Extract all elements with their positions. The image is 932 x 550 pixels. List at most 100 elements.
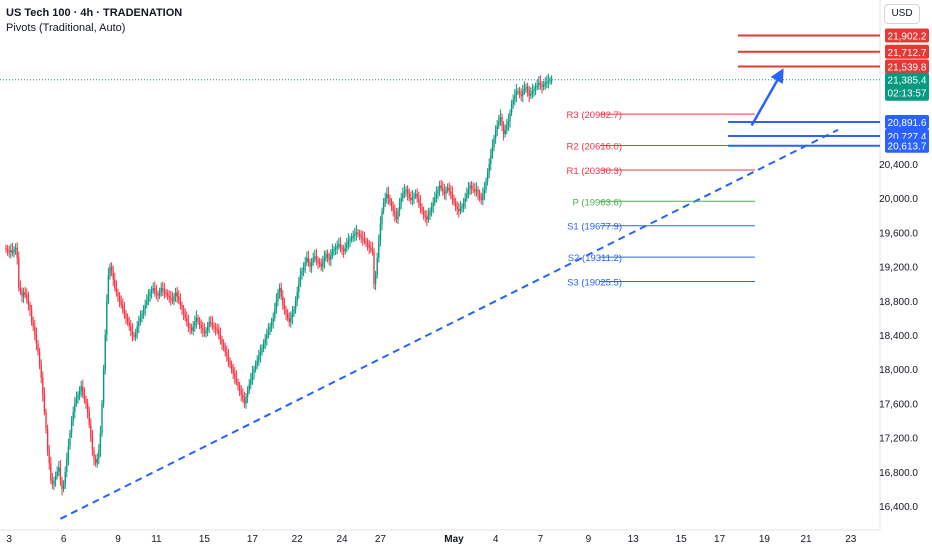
candle-body xyxy=(456,206,458,210)
candle-body xyxy=(94,458,97,464)
candle-body xyxy=(429,211,431,216)
candle-body xyxy=(224,347,226,353)
x-tick-label: 9 xyxy=(115,534,121,545)
candle-body xyxy=(309,262,311,267)
candle-body xyxy=(528,91,530,96)
candle-body xyxy=(362,237,364,240)
candle-body xyxy=(126,317,129,323)
candle-body xyxy=(210,322,212,324)
candle-body xyxy=(90,424,92,438)
candle-body xyxy=(117,292,119,297)
candle-body xyxy=(107,275,110,301)
candle-body xyxy=(440,185,442,188)
candle-body xyxy=(256,360,258,365)
pivot-label-r3: R3 (20982.7) xyxy=(567,110,622,121)
candle-body xyxy=(520,93,522,96)
candle-body xyxy=(322,262,324,267)
candle-body xyxy=(251,373,254,380)
support-label: 20,891.6 xyxy=(888,118,927,129)
candle-body xyxy=(250,379,252,385)
candle-body xyxy=(507,121,510,126)
candle-body xyxy=(485,181,487,190)
pivot-label-s1: S1 (19677.9) xyxy=(567,222,622,233)
candle-body xyxy=(458,209,460,212)
candle-body xyxy=(259,352,262,357)
candle-body xyxy=(42,377,44,395)
candle-body xyxy=(19,287,22,291)
candle-body xyxy=(280,287,282,297)
pivot-label-r1: R1 (20330.3) xyxy=(567,166,622,177)
x-tick-label: 22 xyxy=(292,534,304,545)
candle-body xyxy=(339,244,342,248)
candle-body xyxy=(331,251,334,256)
trendline[interactable] xyxy=(59,128,839,520)
candle-body xyxy=(427,215,430,220)
candle-body xyxy=(381,211,383,224)
pivot-label-s3: S3 (19025.5) xyxy=(567,278,622,289)
candle-body xyxy=(306,258,308,263)
candle-body xyxy=(374,275,377,284)
resistance-label-bg xyxy=(885,28,929,43)
candle-body xyxy=(278,287,281,293)
candle-body xyxy=(546,81,548,83)
y-tick-label: 18,800.0 xyxy=(879,297,918,308)
candle-body xyxy=(229,360,231,365)
candle-body xyxy=(200,324,202,329)
candle-body xyxy=(326,253,329,259)
candle-body xyxy=(314,256,316,259)
candle-body xyxy=(134,333,137,337)
candle-body xyxy=(98,450,100,459)
candle-body xyxy=(478,193,481,199)
candle-body xyxy=(526,87,529,92)
candle-body xyxy=(539,82,542,85)
candle-body xyxy=(488,164,490,173)
candle-body xyxy=(222,343,225,348)
candle-body xyxy=(272,317,274,323)
candle-body xyxy=(531,91,534,94)
candle-body xyxy=(30,309,33,323)
candle-body xyxy=(51,480,54,485)
candle-body xyxy=(125,313,127,318)
candle-body xyxy=(34,326,36,335)
candle-body xyxy=(187,322,190,327)
candle-body xyxy=(358,234,361,236)
candle-body xyxy=(317,259,319,263)
candle-body xyxy=(514,95,516,100)
candle-body xyxy=(211,323,214,326)
candle-body xyxy=(136,326,138,334)
candle-body xyxy=(443,191,446,194)
chart-title: US Tech 100 · 4h · TRADENATION xyxy=(6,7,183,19)
candle-body xyxy=(218,330,220,335)
candle-body xyxy=(453,198,455,203)
candle-body xyxy=(366,242,369,246)
candle-body xyxy=(298,283,300,293)
candle-body xyxy=(421,206,423,212)
currency-button[interactable]: USD xyxy=(884,4,920,24)
candle-body xyxy=(77,394,79,400)
candle-body xyxy=(261,347,263,353)
arrow-head[interactable] xyxy=(770,68,784,84)
projection-arrow[interactable] xyxy=(750,75,781,127)
candle-body xyxy=(534,87,537,89)
candle-body xyxy=(501,116,503,126)
candle-body xyxy=(435,193,438,199)
support-label: 20,613.7 xyxy=(888,142,927,153)
candle-body xyxy=(235,377,238,383)
candle-body xyxy=(109,266,111,276)
candle-body xyxy=(390,202,393,207)
candle-body xyxy=(277,292,279,301)
candle-body xyxy=(363,239,366,241)
candle-body xyxy=(203,330,206,334)
candle-body xyxy=(394,211,396,216)
candle-body xyxy=(504,129,506,135)
candle-body xyxy=(115,287,118,293)
candle-body xyxy=(158,292,161,296)
candle-body xyxy=(467,189,470,194)
candle-body xyxy=(286,313,289,318)
candle-body xyxy=(38,352,41,365)
resistance-label-bg xyxy=(885,59,929,74)
candle-body xyxy=(234,373,236,378)
indicator-label[interactable]: Pivots (Traditional, Auto) xyxy=(6,22,126,34)
candle-body xyxy=(448,187,450,192)
